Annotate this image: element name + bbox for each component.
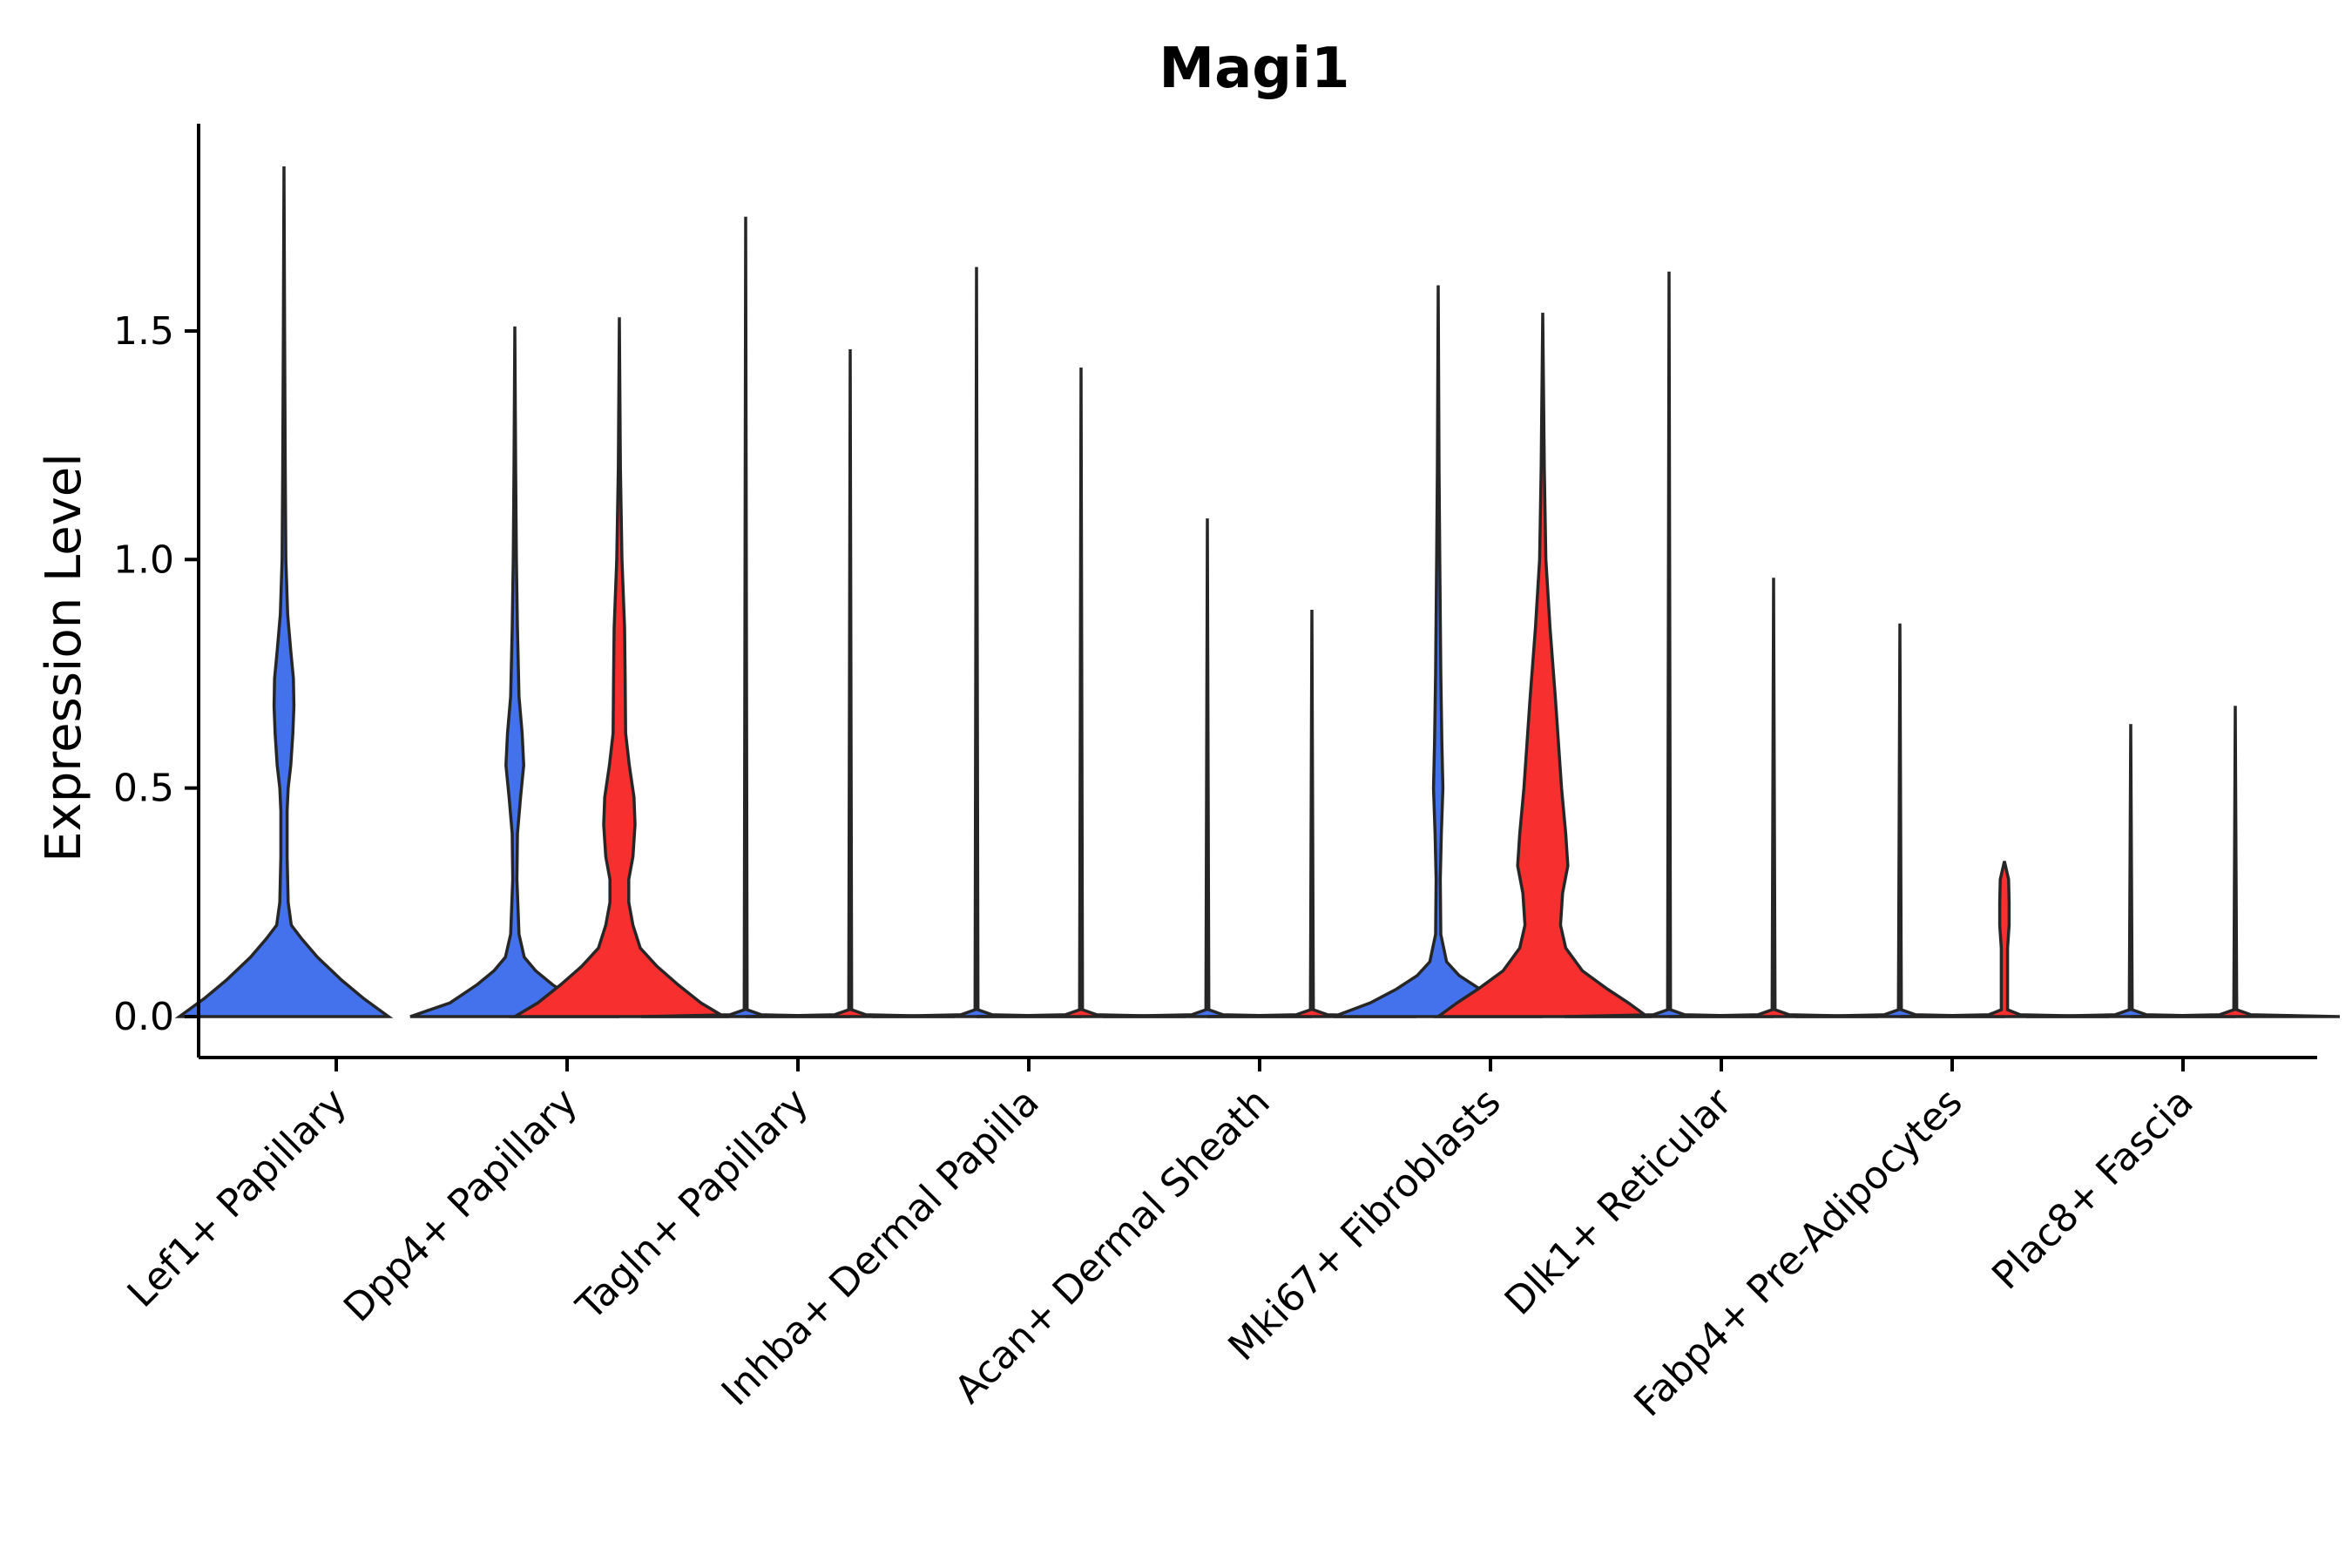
violin-fabp4-pre-adipocytes-blue xyxy=(1794,623,2005,1018)
y-ticks: 0.0 0.5 1.0 1.5 xyxy=(113,309,199,1039)
violin-dpp4-papillary-blue xyxy=(409,326,620,1018)
violin-acan-dermal-sheath-red xyxy=(1206,610,1417,1018)
x-tick-label: Tagln+ Papillary xyxy=(568,1080,817,1329)
violin-acan-dermal-sheath-blue xyxy=(1102,518,1313,1018)
violin-mki67-fibroblasts-red xyxy=(1433,312,1652,1018)
violin-lef1-papillary-blue xyxy=(174,166,394,1018)
x-tick-label: Dpp4+ Papillary xyxy=(335,1080,586,1331)
x-tick-label: Dlk1+ Reticular xyxy=(1497,1079,1741,1324)
y-tick-label: 1.0 xyxy=(113,537,174,582)
violin-plac8-fascia-blue xyxy=(2025,724,2236,1018)
x-tick-label: Lef1+ Papillary xyxy=(119,1080,355,1316)
violin-tagln-papillary-red xyxy=(745,348,956,1018)
violin-inhba-dermal-papilla-red xyxy=(976,367,1186,1018)
violin-group xyxy=(174,166,2341,1018)
y-tick-label: 0.0 xyxy=(113,995,174,1039)
violin-mki67-fibroblasts-blue xyxy=(1333,285,1544,1018)
violin-dlk1-reticular-blue xyxy=(1564,271,1774,1018)
chart-title: Magi1 xyxy=(1159,37,1349,101)
y-tick-label: 0.5 xyxy=(113,767,174,811)
y-axis-label: Expression Level xyxy=(36,453,92,862)
violin-fabp4-pre-adipocytes-red xyxy=(1899,861,2110,1018)
violin-dlk1-reticular-red xyxy=(1668,578,1879,1018)
x-tick-label: Plac8+ Fascia xyxy=(1984,1080,2202,1299)
violin-inhba-dermal-papilla-blue xyxy=(871,267,1082,1018)
violin-tagln-papillary-blue xyxy=(640,216,851,1018)
violin-plac8-fascia-red xyxy=(2130,706,2341,1018)
violin-dpp4-papillary-red xyxy=(509,317,730,1018)
y-tick-label: 1.5 xyxy=(113,309,174,354)
